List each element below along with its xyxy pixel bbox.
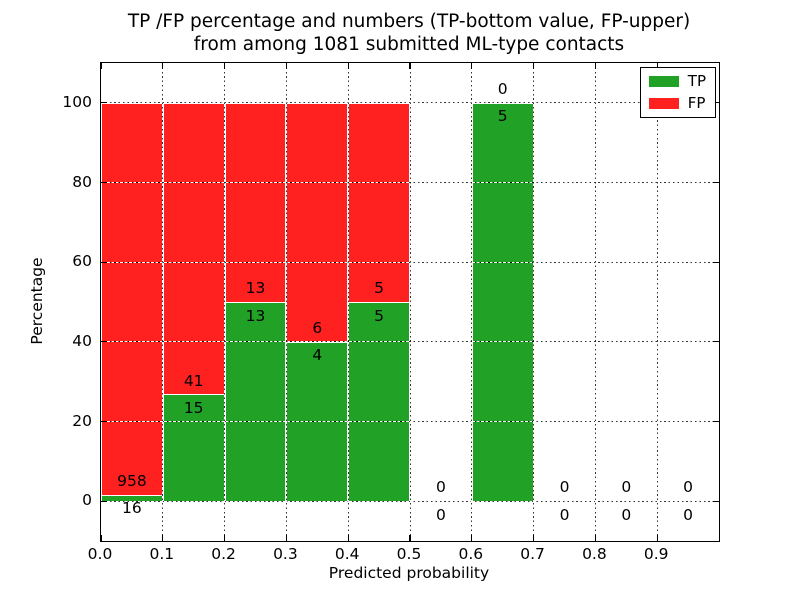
bar-count-label-fp: 958 — [117, 471, 147, 490]
y-tick-mark-right — [713, 341, 719, 343]
x-tick-mark-top — [471, 63, 473, 69]
x-tick-mark — [471, 535, 473, 541]
chart-title-line1: TP /FP percentage and numbers (TP-bottom… — [127, 11, 691, 32]
x-tick-label: 0.0 — [87, 545, 113, 563]
y-tick-label: 0 — [82, 491, 92, 510]
bar-count-label-fp: 0 — [435, 478, 446, 497]
bar-segment-fp — [348, 102, 410, 302]
gridline-vertical — [162, 63, 164, 541]
x-tick-mark-top — [162, 63, 164, 69]
bar-count-label-tp: 0 — [435, 505, 446, 524]
bar-segment-fp — [286, 102, 349, 342]
y-tick-label: 100 — [62, 92, 92, 111]
bar-count-label-fp: 0 — [559, 478, 570, 497]
x-tick-mark-top — [594, 63, 597, 69]
bar-count-label-fp: 6 — [312, 318, 323, 337]
gridline-vertical — [533, 63, 535, 541]
x-tick-mark — [656, 535, 658, 541]
bar-count-label-fp: 0 — [683, 478, 694, 497]
x-tick-label: 0.1 — [149, 545, 175, 563]
x-tick-mark — [100, 535, 102, 541]
x-tick-label: 0.5 — [396, 545, 422, 563]
x-tick-mark-top — [100, 63, 102, 69]
x-tick-label: 0.4 — [334, 545, 360, 563]
gridline-vertical — [285, 63, 287, 541]
legend: TP FP — [639, 67, 716, 118]
bar-count-label-tp: 4 — [312, 346, 323, 365]
x-tick-label: 0.7 — [520, 545, 545, 563]
plot-area: TP FP 958 16 41 15 13 13 6 4 5 5 0 0 0 5 0 0 0 0 0 0 — [100, 62, 720, 542]
gridline-vertical — [471, 63, 473, 541]
bar-segment-fp — [101, 102, 163, 495]
x-tick-mark — [594, 535, 597, 541]
legend-swatch-fp-icon — [648, 98, 679, 109]
x-tick-mark-top — [656, 63, 658, 69]
bar-count-label-fp: 5 — [374, 279, 385, 298]
legend-label-tp: TP — [687, 72, 706, 90]
bar-count-label-fp: 13 — [245, 279, 266, 298]
bar-count-label-tp: 16 — [122, 499, 142, 518]
legend-entry-tp: TP — [648, 72, 706, 90]
y-tick-mark-right — [713, 261, 719, 263]
y-tick-mark — [101, 102, 107, 104]
bar-count-label-tp: 5 — [497, 107, 508, 126]
bar-count-label-tp: 0 — [683, 505, 694, 524]
bar-count-label-tp: 5 — [374, 306, 385, 325]
y-tick-label: 80 — [72, 172, 92, 191]
x-tick-label: 0.3 — [273, 545, 298, 563]
gridline-vertical — [594, 63, 596, 541]
x-tick-mark — [223, 535, 226, 541]
x-tick-mark-top — [409, 63, 411, 69]
x-tick-label: 0.8 — [582, 545, 607, 563]
bar-segment-fp — [162, 102, 225, 395]
bar-segment-tp — [162, 394, 225, 502]
y-tick-label: 60 — [72, 252, 92, 271]
legend-label-fp: FP — [687, 94, 706, 112]
y-tick-mark-right — [713, 420, 719, 423]
bar-count-label-tp: 0 — [621, 505, 632, 524]
y-tick-label: 20 — [72, 411, 92, 430]
bar-segment-tp — [348, 302, 410, 502]
chart-title-line2: from among 1081 submitted ML-type contac… — [193, 33, 625, 55]
x-tick-mark-top — [347, 63, 349, 69]
y-tick-mark — [101, 261, 107, 263]
gridline-vertical — [656, 63, 658, 541]
bar-segment-fp — [224, 102, 287, 302]
x-axis-label: Predicted probability — [328, 564, 490, 582]
gridline-vertical — [224, 63, 226, 541]
bar-count-label-tp: 13 — [245, 306, 266, 325]
y-tick-mark — [101, 181, 107, 184]
chart-title: TP /FP percentage and numbers (TP-bottom… — [100, 11, 718, 56]
y-tick-mark — [101, 420, 107, 423]
x-tick-label: 0.6 — [458, 545, 484, 563]
bar-count-label-fp: 41 — [183, 371, 204, 390]
x-tick-mark — [532, 535, 535, 541]
bar-count-label-tp: 15 — [183, 399, 204, 417]
y-tick-label: 40 — [72, 331, 92, 350]
bar-segment-tp — [471, 102, 534, 502]
x-tick-mark-top — [532, 63, 535, 69]
bar-count-label-tp: 0 — [559, 505, 570, 524]
x-tick-mark-top — [223, 63, 226, 69]
x-tick-mark-top — [285, 63, 288, 69]
bar-count-label-fp: 0 — [621, 478, 632, 497]
x-tick-mark — [285, 535, 288, 541]
x-tick-mark — [347, 535, 349, 541]
legend-swatch-tp-icon — [648, 76, 679, 87]
x-tick-label: 0.9 — [643, 545, 669, 563]
gridline-vertical — [347, 63, 349, 541]
bar-count-label-fp: 0 — [497, 79, 508, 98]
legend-entry-fp: FP — [648, 94, 706, 112]
x-tick-label: 0.2 — [211, 545, 236, 563]
y-tick-mark-right — [713, 500, 719, 502]
gridline-vertical — [409, 63, 411, 541]
x-tick-mark — [162, 535, 164, 541]
x-tick-mark — [409, 535, 411, 541]
y-tick-mark-right — [713, 102, 719, 104]
bar-segment-tp — [224, 302, 287, 502]
y-tick-mark — [101, 341, 107, 343]
y-tick-mark-right — [713, 181, 719, 184]
y-tick-mark — [101, 500, 107, 502]
